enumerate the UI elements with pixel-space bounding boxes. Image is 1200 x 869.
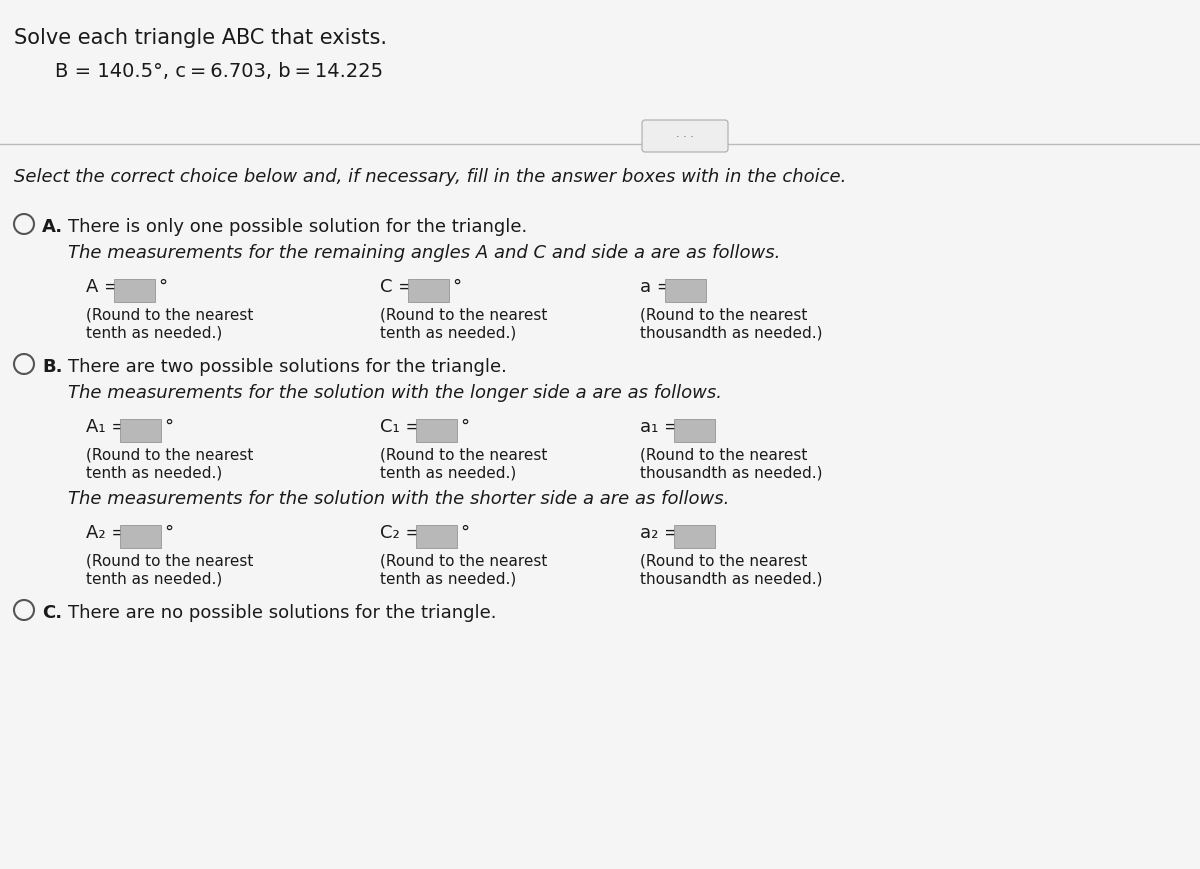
Text: °: °: [452, 278, 461, 295]
FancyBboxPatch shape: [120, 419, 161, 442]
Text: B = 140.5°, c = 6.703, b = 14.225: B = 140.5°, c = 6.703, b = 14.225: [55, 62, 383, 81]
Text: tenth as needed.): tenth as needed.): [86, 326, 222, 341]
Text: C.: C.: [42, 603, 62, 621]
Text: thousandth as needed.): thousandth as needed.): [640, 571, 822, 587]
Text: tenth as needed.): tenth as needed.): [86, 466, 222, 481]
Text: °: °: [460, 417, 469, 435]
Text: The measurements for the solution with the shorter side a are as follows.: The measurements for the solution with t…: [68, 489, 730, 507]
FancyBboxPatch shape: [642, 121, 728, 153]
Text: (Round to the nearest: (Round to the nearest: [86, 554, 253, 568]
FancyBboxPatch shape: [415, 419, 456, 442]
Text: a₂ =: a₂ =: [640, 523, 679, 541]
Text: A.: A.: [42, 218, 64, 235]
Text: · · ·: · · ·: [676, 132, 694, 142]
Text: tenth as needed.): tenth as needed.): [380, 571, 516, 587]
Text: (Round to the nearest: (Round to the nearest: [640, 554, 808, 568]
Text: B.: B.: [42, 357, 62, 375]
FancyBboxPatch shape: [114, 279, 155, 302]
Text: There is only one possible solution for the triangle.: There is only one possible solution for …: [68, 218, 527, 235]
Text: The measurements for the remaining angles A and C and side a are as follows.: The measurements for the remaining angle…: [68, 243, 780, 262]
FancyBboxPatch shape: [408, 279, 449, 302]
Text: Solve each triangle ABC that exists.: Solve each triangle ABC that exists.: [14, 28, 386, 48]
FancyBboxPatch shape: [673, 525, 714, 547]
Text: °: °: [164, 417, 173, 435]
Text: (Round to the nearest: (Round to the nearest: [380, 308, 547, 322]
Text: a₁ =: a₁ =: [640, 417, 679, 435]
FancyBboxPatch shape: [120, 525, 161, 547]
Text: tenth as needed.): tenth as needed.): [86, 571, 222, 587]
Text: °: °: [164, 523, 173, 541]
Text: The measurements for the solution with the longer side a are as follows.: The measurements for the solution with t…: [68, 383, 722, 401]
Text: There are no possible solutions for the triangle.: There are no possible solutions for the …: [68, 603, 497, 621]
Text: (Round to the nearest: (Round to the nearest: [380, 448, 547, 462]
FancyBboxPatch shape: [673, 419, 714, 442]
Text: A₁ =: A₁ =: [86, 417, 126, 435]
Text: A₂ =: A₂ =: [86, 523, 126, 541]
Text: (Round to the nearest: (Round to the nearest: [86, 308, 253, 322]
FancyBboxPatch shape: [415, 525, 456, 547]
Text: (Round to the nearest: (Round to the nearest: [640, 308, 808, 322]
Text: (Round to the nearest: (Round to the nearest: [380, 554, 547, 568]
Text: C =: C =: [380, 278, 413, 295]
Text: a =: a =: [640, 278, 672, 295]
FancyBboxPatch shape: [665, 279, 706, 302]
Text: A =: A =: [86, 278, 119, 295]
Text: tenth as needed.): tenth as needed.): [380, 466, 516, 481]
Text: °: °: [158, 278, 167, 295]
Text: C₁ =: C₁ =: [380, 417, 420, 435]
Text: thousandth as needed.): thousandth as needed.): [640, 326, 822, 341]
Text: tenth as needed.): tenth as needed.): [380, 326, 516, 341]
Text: Select the correct choice below and, if necessary, fill in the answer boxes with: Select the correct choice below and, if …: [14, 168, 846, 186]
Text: thousandth as needed.): thousandth as needed.): [640, 466, 822, 481]
Text: °: °: [460, 523, 469, 541]
Text: C₂ =: C₂ =: [380, 523, 420, 541]
Text: (Round to the nearest: (Round to the nearest: [640, 448, 808, 462]
Text: (Round to the nearest: (Round to the nearest: [86, 448, 253, 462]
Text: There are two possible solutions for the triangle.: There are two possible solutions for the…: [68, 357, 506, 375]
